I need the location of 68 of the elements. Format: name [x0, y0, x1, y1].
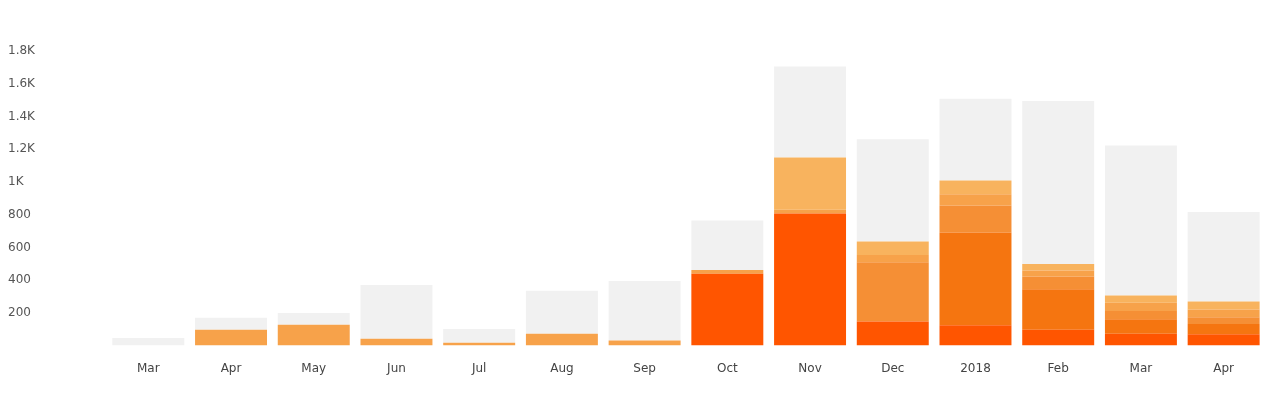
y-tick-label: 1.2K	[8, 141, 37, 156]
x-tick-label: Apr	[220, 360, 242, 375]
y-tick-label: 400	[8, 272, 31, 287]
bar	[1022, 329, 1095, 346]
x-tick-label: Oct	[716, 360, 738, 375]
bar	[277, 312, 350, 325]
bar	[195, 317, 268, 330]
bar	[856, 254, 929, 263]
bar	[1022, 263, 1095, 271]
y-tick-label: 600	[8, 239, 31, 254]
bar	[1104, 302, 1177, 312]
y-tick-label: 800	[8, 206, 31, 221]
bar	[1187, 301, 1260, 310]
bar	[939, 205, 1012, 233]
bar	[1187, 309, 1260, 318]
bar	[1104, 319, 1177, 334]
bar	[774, 157, 847, 210]
bar	[1022, 270, 1095, 277]
bar	[525, 333, 598, 346]
bar	[1104, 311, 1177, 320]
y-tick-label: 1.6K	[8, 76, 37, 91]
bar	[691, 273, 764, 346]
x-tick-label: Aug	[550, 360, 574, 375]
bar	[774, 66, 847, 158]
x-tick-label: Jul	[470, 360, 487, 375]
bar	[608, 281, 681, 341]
y-tick-label: 200	[8, 305, 31, 320]
x-tick-label: Mar	[136, 360, 160, 375]
bar	[195, 329, 268, 346]
bar	[1187, 317, 1260, 325]
bar	[443, 329, 516, 343]
y-tick-label: 1.8K	[8, 43, 37, 58]
bar	[939, 180, 1012, 195]
bar	[1022, 289, 1095, 330]
x-tick-label: Sep	[633, 360, 656, 375]
bar	[1104, 295, 1177, 303]
bar	[939, 232, 1012, 326]
x-tick-label: Apr	[1213, 360, 1235, 375]
bar	[774, 213, 847, 346]
bar	[856, 321, 929, 346]
bar	[856, 262, 929, 322]
x-tick-label: Feb	[1047, 360, 1069, 375]
bar	[1104, 333, 1177, 346]
bar	[939, 325, 1012, 346]
bar	[691, 270, 764, 274]
bar	[277, 324, 350, 346]
y-tick-label: 1.4K	[8, 108, 37, 123]
bar	[1022, 276, 1095, 290]
bar	[774, 209, 847, 214]
bar	[525, 290, 598, 334]
bar	[856, 241, 929, 255]
x-tick-label: Nov	[798, 360, 822, 375]
bar	[939, 194, 1012, 206]
x-tick-label: May	[301, 360, 327, 375]
bar	[856, 139, 929, 242]
bar	[691, 220, 764, 271]
y-tick-label: 1K	[8, 174, 25, 189]
x-tick-label: 2018	[960, 360, 991, 375]
bar	[1187, 211, 1260, 302]
bar	[1104, 145, 1177, 296]
bar	[1187, 334, 1260, 346]
bar	[360, 284, 433, 339]
bar	[1187, 324, 1260, 335]
bar	[939, 98, 1012, 181]
x-tick-label: Dec	[881, 360, 905, 375]
x-tick-label: Mar	[1129, 360, 1153, 375]
bar	[1022, 100, 1095, 264]
x-tick-label: Jun	[386, 360, 406, 375]
